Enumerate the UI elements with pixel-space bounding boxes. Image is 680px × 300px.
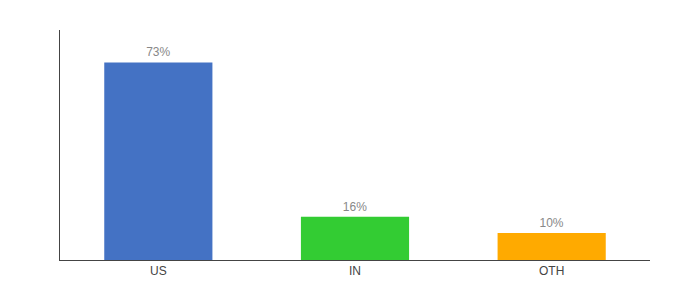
svg-text:OTH: OTH (539, 264, 564, 278)
svg-text:73%: 73% (146, 45, 170, 59)
svg-text:IN: IN (349, 264, 361, 278)
svg-text:10%: 10% (539, 216, 563, 230)
svg-text:16%: 16% (343, 200, 367, 214)
svg-text:US: US (150, 264, 167, 278)
